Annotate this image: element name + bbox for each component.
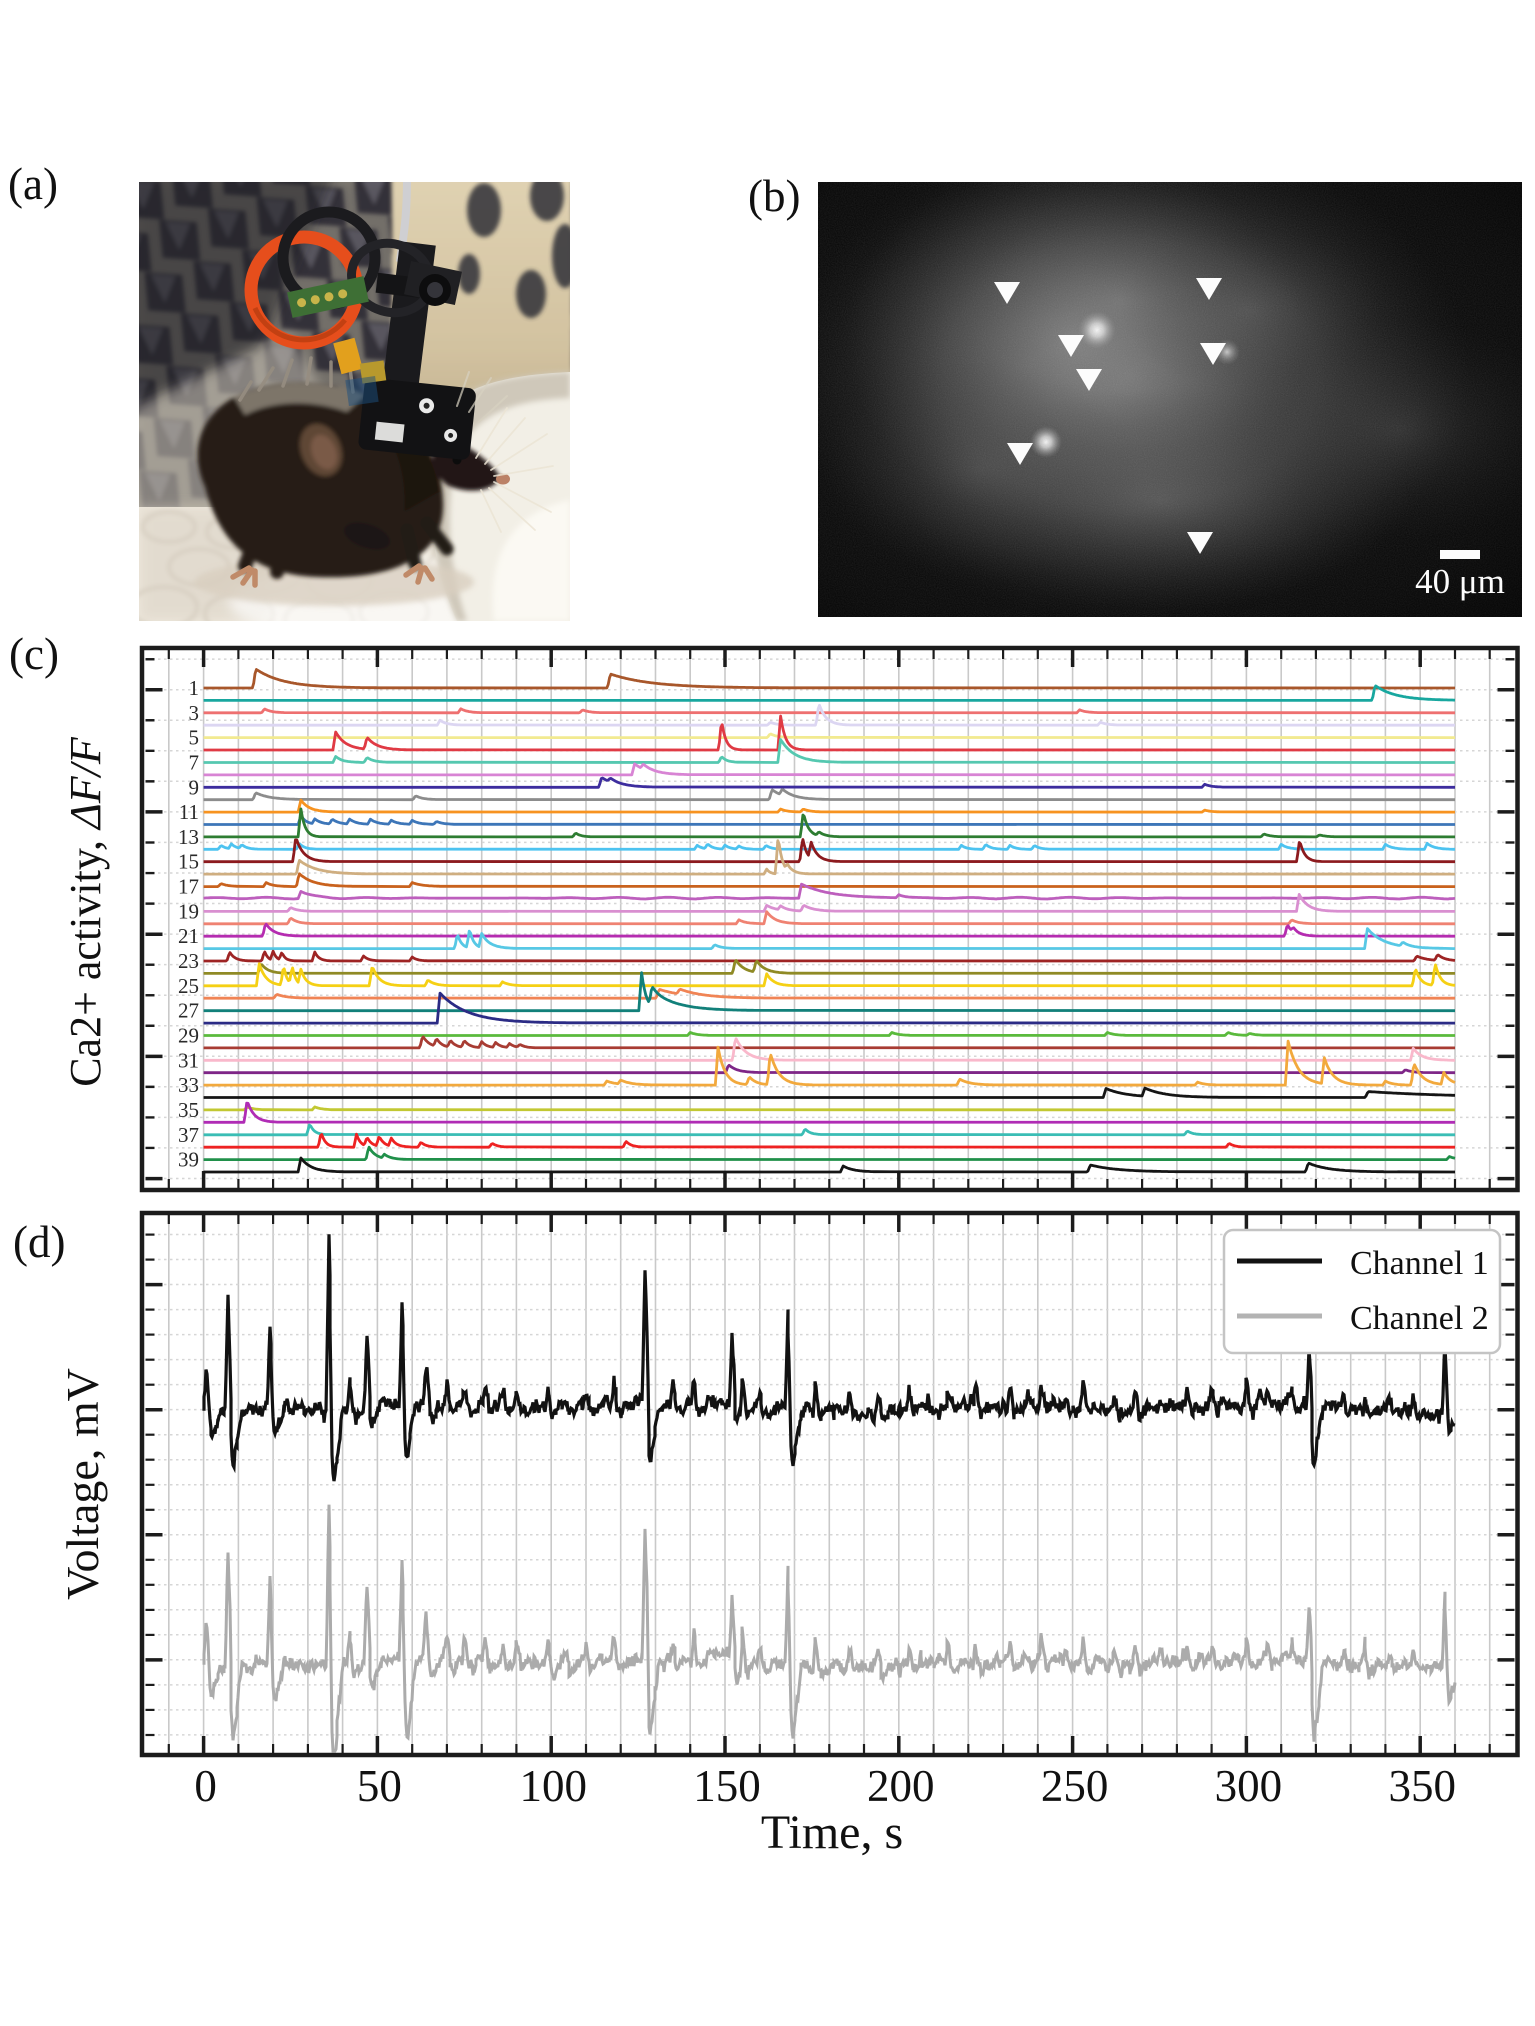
svg-text:Channel 2: Channel 2: [1350, 1300, 1489, 1337]
svg-text:25: 25: [178, 974, 199, 998]
svg-text:13: 13: [178, 825, 199, 849]
svg-text:Time, s: Time, s: [761, 1806, 903, 1859]
svg-text:(b): (b): [748, 171, 800, 221]
svg-text:23: 23: [178, 949, 199, 973]
svg-text:29: 29: [178, 1024, 199, 1048]
svg-text:(c): (c): [9, 629, 59, 679]
svg-text:9: 9: [189, 775, 200, 799]
svg-text:39: 39: [178, 1148, 199, 1172]
svg-text:11: 11: [179, 800, 199, 824]
svg-text:350: 350: [1388, 1761, 1456, 1811]
svg-text:7: 7: [189, 751, 200, 775]
svg-text:21: 21: [178, 924, 199, 948]
svg-text:27: 27: [178, 999, 199, 1023]
svg-text:300: 300: [1215, 1761, 1283, 1811]
svg-text:40 μm: 40 μm: [1415, 562, 1505, 601]
svg-text:(a): (a): [8, 159, 58, 209]
svg-text:250: 250: [1041, 1761, 1109, 1811]
svg-text:15: 15: [178, 850, 199, 874]
svg-text:Voltage, mV: Voltage, mV: [57, 1368, 108, 1600]
svg-text:19: 19: [178, 899, 199, 923]
svg-text:3: 3: [189, 701, 200, 725]
svg-text:(d): (d): [13, 1217, 65, 1267]
svg-text:Ca2+ activity, ΔF/F: Ca2+ activity, ΔF/F: [61, 736, 110, 1087]
svg-text:1: 1: [189, 676, 200, 700]
svg-text:31: 31: [178, 1048, 199, 1072]
svg-text:33: 33: [178, 1073, 199, 1097]
svg-text:Channel 1: Channel 1: [1350, 1245, 1489, 1282]
svg-text:150: 150: [693, 1761, 761, 1811]
svg-text:50: 50: [357, 1761, 402, 1811]
svg-text:5: 5: [189, 726, 200, 750]
svg-text:0: 0: [194, 1761, 217, 1811]
svg-text:200: 200: [867, 1761, 935, 1811]
svg-text:37: 37: [178, 1123, 199, 1147]
svg-text:100: 100: [519, 1761, 587, 1811]
svg-text:35: 35: [178, 1098, 199, 1122]
svg-text:17: 17: [178, 875, 199, 899]
